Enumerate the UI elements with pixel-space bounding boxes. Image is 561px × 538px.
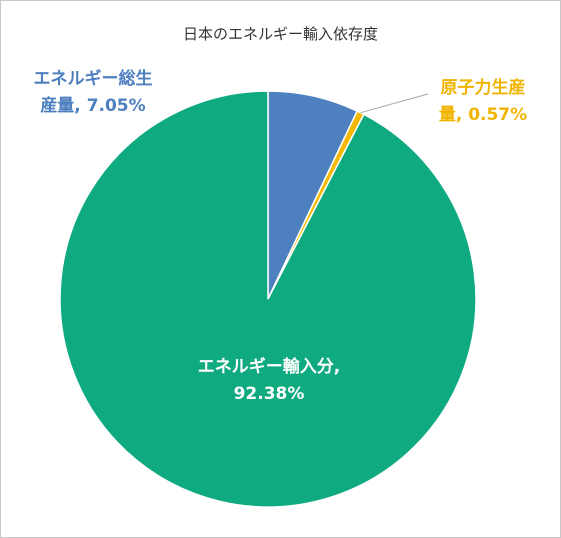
leader-line: [360, 93, 429, 114]
data-label: エネルギー総生産量, 7.05%: [33, 69, 153, 116]
chart-title: 日本のエネルギー輸入依存度: [182, 25, 378, 43]
pie-slice: [59, 90, 477, 508]
data-label: 原子力生産量, 0.57%: [438, 78, 528, 125]
data-label: エネルギー輸入分, 92.38%: [197, 357, 341, 404]
